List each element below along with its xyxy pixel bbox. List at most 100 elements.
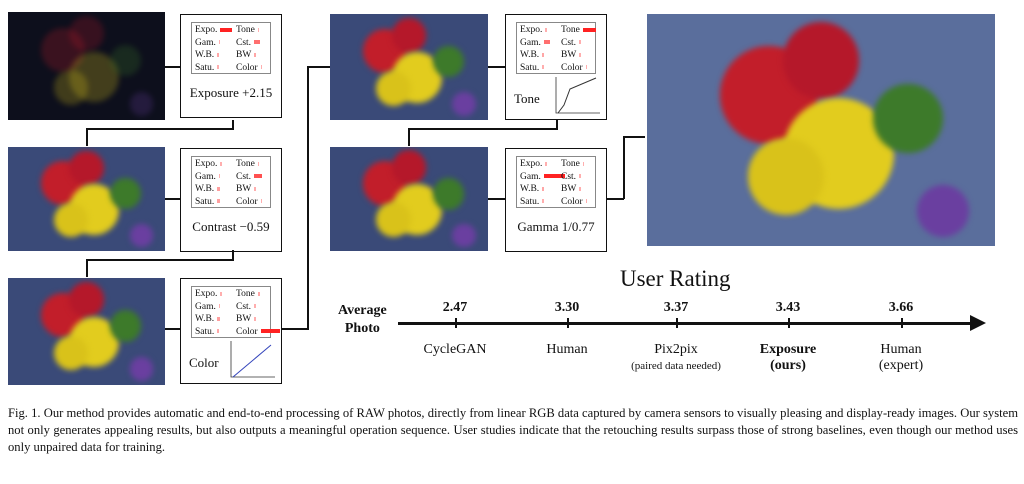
operation-weight-bar <box>254 174 263 179</box>
method-label: Pix2pix (paired data needed) <box>631 342 721 374</box>
step-label: Color <box>189 355 219 370</box>
operation-weight-bar <box>217 199 220 204</box>
method-label: CycleGAN <box>424 342 487 358</box>
method-label: Human <box>546 342 587 358</box>
operation-weight-bar <box>542 199 544 204</box>
photo-after-contrast <box>8 278 165 385</box>
step-panel-color: Expo. Tone Gam. Cst. W.B. BW Satu. Color Color <box>180 278 282 384</box>
operation-weight-bar <box>579 174 581 179</box>
operation-item: W.B. <box>195 313 220 326</box>
operation-weight-bar <box>254 40 261 45</box>
operation-item: W.B. <box>195 183 220 196</box>
operation-weight-bar <box>585 199 588 204</box>
method-name: Pix2pix <box>654 342 698 357</box>
rating-value: 3.66 <box>888 300 914 315</box>
flower-shape <box>375 70 411 106</box>
operation-weight-bar <box>254 304 256 309</box>
flower-shape <box>69 150 104 186</box>
flower-shape <box>69 51 120 102</box>
operation-name: Satu. <box>195 62 215 73</box>
operation-name: Gam. <box>520 37 541 48</box>
flower-shape <box>782 22 860 99</box>
operation-item: Cst. <box>561 37 581 50</box>
flower-shape <box>747 138 825 215</box>
operation-item: Tone <box>561 24 597 37</box>
figure-caption: Fig. 1. Our method provides automatic an… <box>8 406 1018 454</box>
photo-after-tone <box>330 147 488 251</box>
rating-title: User Rating <box>620 266 731 291</box>
operation-weight-bar <box>260 65 263 70</box>
operation-weight-bar <box>217 316 220 321</box>
operation-name: W.B. <box>195 50 215 60</box>
step-panel-exposure: Expo. Tone Gam. Cst. W.B. BW Satu. Color Exposur… <box>180 14 282 118</box>
operation-weight-bar <box>218 40 221 45</box>
operation-name: Gam. <box>195 171 216 182</box>
operation-name: BW <box>236 314 252 324</box>
operation-item: BW <box>561 183 581 196</box>
operation-item: Satu. <box>195 196 220 209</box>
operation-weight-bar <box>542 65 544 70</box>
method-note: (paired data needed) <box>631 360 721 372</box>
rating-value: 3.37 <box>663 300 689 315</box>
rating-value: 2.47 <box>442 300 468 315</box>
flower-shape <box>391 150 427 186</box>
operation-item: W.B. <box>195 49 219 62</box>
operation-item: Gam. <box>195 171 221 184</box>
operation-weight-bar <box>217 52 219 57</box>
operation-name: W.B. <box>520 184 540 194</box>
operation-item: Gam. <box>520 37 550 50</box>
operation-item: Satu. <box>520 62 544 75</box>
flower-shape <box>53 335 89 371</box>
operation-weight-bar <box>218 174 221 179</box>
method-name: Human (expert) <box>878 342 924 373</box>
rating-tick <box>676 318 678 328</box>
operation-name: W.B. <box>520 50 540 60</box>
operation-name: Tone <box>236 25 255 35</box>
step-label: Contrast −0.59 <box>192 219 270 234</box>
operation-weight-bar <box>254 186 256 191</box>
operation-item: Gam. <box>520 171 566 184</box>
flower-shape <box>129 223 154 248</box>
flower-shape <box>129 357 154 381</box>
operation-item: Cst. <box>236 171 263 184</box>
rating-value: 3.43 <box>775 300 801 315</box>
operation-name: W.B. <box>195 184 215 194</box>
flower-shape <box>916 185 969 238</box>
method-name: Exposure (ours) <box>759 342 817 373</box>
operation-name: Expo. <box>195 159 218 169</box>
operation-name: Satu. <box>520 62 540 73</box>
operation-weight-bar <box>257 291 260 296</box>
operation-name: Expo. <box>195 25 218 35</box>
photo-final-result <box>647 14 995 246</box>
operation-weight-bar <box>582 27 597 32</box>
operation-weight-bar <box>217 65 219 70</box>
flower-shape <box>53 202 89 238</box>
operation-weight-bar <box>218 304 221 309</box>
operation-weight-bar <box>257 27 260 32</box>
operation-name: Cst. <box>561 37 577 48</box>
operation-weight-bar <box>545 27 547 32</box>
flower-shape <box>40 27 85 72</box>
rating-value: 3.30 <box>554 300 580 315</box>
operation-item: W.B. <box>520 49 544 62</box>
operation-item: Color <box>561 196 588 209</box>
operation-item: Cst. <box>236 37 261 50</box>
operation-weight-bar <box>542 52 544 57</box>
operation-list: Expo. Tone Gam. Cst. W.B. BW Satu. Color <box>191 22 271 74</box>
operation-name: Gam. <box>195 37 216 48</box>
operation-item: Expo. <box>195 288 222 301</box>
rating-tick <box>455 318 457 328</box>
operation-weight-bar <box>217 329 220 334</box>
operation-weight-bar <box>254 316 256 321</box>
operation-weight-bar <box>260 199 263 204</box>
operation-list: Expo. Tone Gam. Cst. W.B. BW Satu. Color <box>191 156 271 208</box>
flower-shape <box>391 17 427 53</box>
operation-name: Satu. <box>195 196 215 207</box>
operation-weight-bar <box>543 40 550 45</box>
operation-weight-bar <box>254 52 257 57</box>
operation-name: BW <box>236 184 252 194</box>
operation-name: Cst. <box>236 301 252 312</box>
operation-weight-bar <box>217 186 220 191</box>
operation-item: BW <box>236 313 256 326</box>
step-label: Gamma 1/0.77 <box>517 219 595 234</box>
